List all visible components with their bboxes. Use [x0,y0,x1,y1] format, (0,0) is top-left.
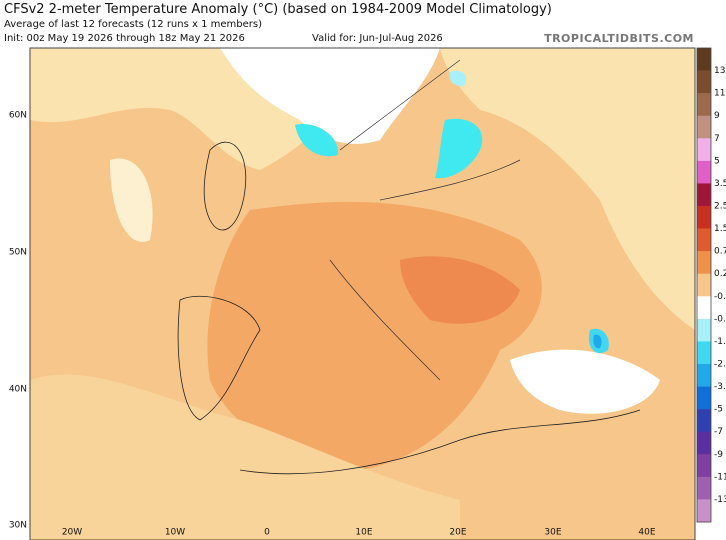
colorbar-swatch [697,273,711,297]
colorbar-swatch [697,70,711,94]
lat-label: 50N [9,248,27,258]
anomaly-field [30,48,695,540]
colorbar-label: -3.5 [714,382,726,392]
colorbar-label: -0.2 [714,292,726,302]
valid-time: Valid for: Jun-Jul-Aug 2026 [312,33,443,44]
lon-label: 0 [264,528,270,538]
lon-label: 20W [62,528,82,538]
lat-label: 40N [9,385,27,395]
colorbar-label: -9 [714,450,723,460]
colorbar-swatch [697,206,711,229]
init-time: Init: 00z May 19 2026 through 18z May 21… [4,33,245,44]
colorbar-swatch [697,454,711,478]
colorbar-swatch [697,296,711,320]
lon-label: 10W [165,528,185,538]
colorbar-label: 2.5 [714,202,726,212]
colorbar-swatch [697,251,711,275]
lon-label: 20E [449,528,466,538]
map-frame [29,47,696,540]
colorbar-label: 3.5 [714,179,726,189]
colorbar-swatch [697,160,711,184]
colorbar-swatch [697,318,711,342]
colorbar-swatch [697,386,711,410]
colorbar-label: 5 [714,156,720,166]
colorbar-label: -0.7 [714,314,726,324]
colorbar-label: -7 [714,427,723,437]
colorbar-label: -5 [714,405,723,415]
colorbar-label: -13 [714,495,726,505]
colorbar-swatch [697,409,711,433]
colorbar-swatch [697,476,711,500]
colorbar-swatch [697,364,711,387]
colorbar-label: 11 [714,89,725,99]
colorbar-label: -1.5 [714,337,726,347]
colorbar-swatch [697,115,711,139]
lon-label: 10E [355,528,372,538]
colorbar-label: -2.5 [714,360,726,370]
colorbar-swatch [697,431,711,455]
colorbar-swatch [697,228,711,252]
lat-label: 60N [9,111,27,121]
lat-label: 30N [9,521,27,531]
lon-label: 30E [544,528,561,538]
subtitle: Average of last 12 forecasts (12 runs x … [4,19,262,30]
colorbar-label: 1.5 [714,224,726,234]
colorbar-swatch [697,93,711,117]
colorbar-swatch [697,138,711,162]
colorbar-swatch [697,48,711,71]
colorbar-swatch [697,499,711,523]
colorbar-label: 0.25 [714,269,726,279]
colorbar-frame [696,47,712,523]
colorbar-label: 0.75 [714,247,726,257]
colorbar-label: 9 [714,111,720,121]
colorbar-label: 7 [714,134,720,144]
colorbar-swatch [697,341,711,365]
colorbar-swatch [697,183,711,207]
colorbar-label: 13 [714,66,725,76]
watermark: TROPICALTIDBITS.COM [544,32,694,45]
lon-label: 40E [638,528,655,538]
title: CFSv2 2-meter Temperature Anomaly (°C) (… [4,2,552,17]
colorbar-label: -11 [714,472,726,482]
